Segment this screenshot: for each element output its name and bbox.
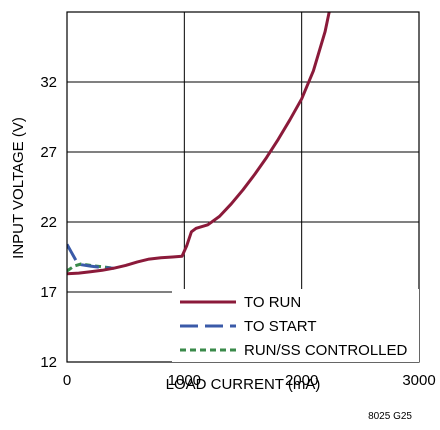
x-tick-label: 2000 (285, 372, 318, 389)
y-tick-label: 17 (40, 284, 57, 301)
series-group (67, 12, 331, 276)
series-line-to-start (67, 243, 114, 270)
x-tick-label: 0 (63, 372, 71, 389)
y-tick-labels: 12 17 22 27 32 (40, 74, 57, 371)
series-line-to-run (67, 12, 331, 276)
y-tick-label: 12 (40, 354, 57, 371)
x-tick-labels: 0 1000 2000 3000 (63, 372, 436, 389)
x-tick-label: 3000 (402, 372, 435, 389)
y-tick-label: 32 (40, 74, 57, 91)
legend-label: RUN/SS CONTROLLED (244, 342, 408, 359)
y-tick-label: 27 (40, 144, 57, 161)
y-axis-label: INPUT VOLTAGE (V) (10, 117, 27, 259)
y-tick-label: 22 (40, 214, 57, 231)
legend-label: TO RUN (244, 294, 301, 311)
legend: TO RUN TO START RUN/SS CONTROLLED (172, 289, 419, 362)
legend-label: TO START (244, 318, 317, 335)
x-tick-label: 1000 (168, 372, 201, 389)
figure-code: 8025 G25 (368, 411, 412, 422)
x-axis-label: LOAD CURRENT (mA) (166, 376, 321, 393)
